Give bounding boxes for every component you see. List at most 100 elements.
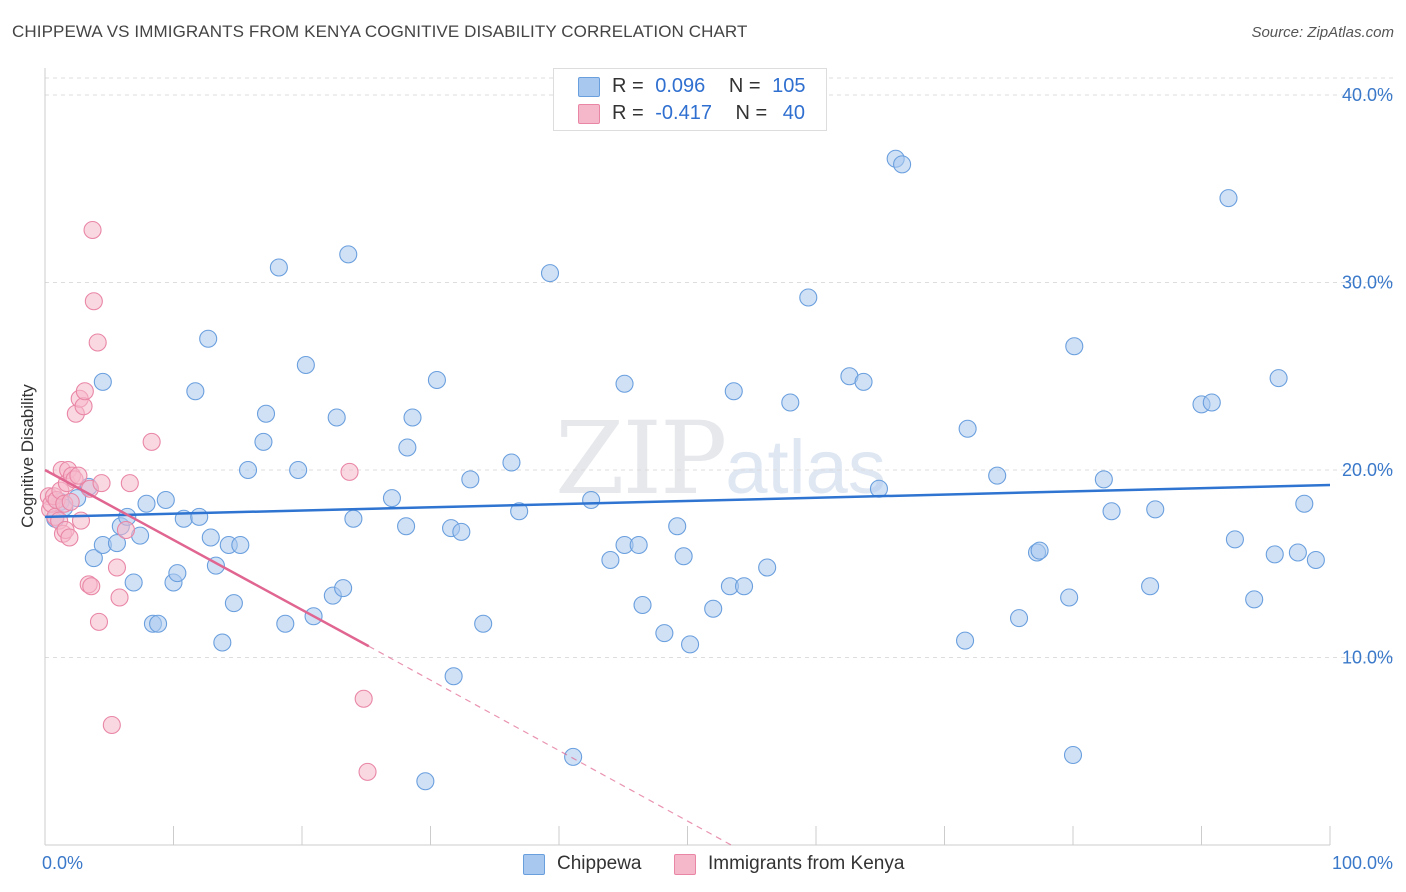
chippewa-point — [416, 772, 435, 791]
chippewa-point — [601, 550, 620, 570]
tick-labels: 10.0% 20.0% 30.0% 40.0% 0.0% 100.0% — [42, 85, 1393, 873]
chippewa-point — [1245, 590, 1264, 609]
chippewa-point — [84, 549, 103, 568]
y-tick-label: 40.0% — [1342, 85, 1393, 105]
chippewa-point — [1219, 189, 1238, 208]
n-value: 40 — [782, 102, 806, 124]
r-value: -0.417 — [655, 102, 712, 124]
chippewa-point — [190, 507, 209, 526]
chippewa-point — [238, 460, 258, 480]
chippewa-point — [199, 329, 218, 348]
kenya-point — [340, 462, 359, 481]
kenya-point — [107, 558, 127, 577]
kenya-point — [116, 520, 136, 540]
kenya-point — [60, 528, 79, 547]
kenya-point — [75, 382, 94, 401]
chippewa-point — [334, 579, 353, 598]
y-tick-label: 10.0% — [1342, 648, 1393, 668]
kenya-point — [120, 474, 139, 493]
chippewa-point — [254, 432, 273, 451]
chippewa-point — [149, 614, 168, 633]
chippewa-point — [339, 245, 358, 264]
chippewa-point — [668, 517, 687, 536]
chippewa-point — [674, 547, 693, 566]
kenya-trend-line — [44, 468, 370, 648]
chippewa-point — [869, 479, 889, 498]
chippewa-point — [615, 374, 634, 393]
chippewa-point — [1009, 609, 1029, 628]
chippewa-point — [427, 370, 446, 390]
chippewa-point — [799, 288, 818, 307]
source-credit: Source: ZipAtlas.com — [1251, 24, 1394, 41]
kenya-point — [142, 432, 161, 451]
kenya-point — [82, 577, 101, 596]
axes — [44, 68, 1331, 846]
kenya-trend-extension — [368, 645, 732, 846]
chippewa-point — [781, 393, 800, 412]
chippewa-point — [758, 558, 777, 577]
kenya-point — [69, 466, 88, 485]
grid-lines — [45, 77, 1395, 658]
kenya-point — [354, 689, 373, 708]
legend-label-chippewa: Chippewa — [557, 853, 642, 874]
chippewa-point — [107, 534, 127, 553]
chippewa-point — [958, 419, 977, 438]
chippewa-point — [1306, 550, 1325, 570]
chippewa-point — [276, 614, 295, 633]
chippewa-point — [201, 528, 220, 547]
chippewa-point — [681, 635, 700, 654]
chippewa-point — [1202, 393, 1221, 412]
chippewa-swatch — [578, 77, 600, 97]
chippewa-point — [502, 453, 521, 472]
n-label: N = — [735, 102, 768, 124]
chippewa-point — [956, 631, 975, 650]
y-tick-label: 20.0% — [1342, 460, 1393, 480]
chippewa-point — [382, 489, 402, 508]
chippewa-point — [1141, 577, 1160, 596]
n-value: 105 — [772, 75, 806, 97]
chippewa-point — [564, 747, 583, 766]
x-tick-label: 100.0% — [1332, 853, 1393, 873]
kenya-point — [92, 474, 111, 493]
kenya-point — [89, 612, 109, 631]
chippewa-point — [1265, 545, 1284, 564]
chippewa-point — [1030, 541, 1049, 560]
kenya-point — [88, 333, 107, 352]
kenya-point — [84, 292, 103, 311]
r-label: R = — [612, 75, 644, 97]
chippewa-point — [344, 509, 363, 528]
chippewa-point — [854, 372, 873, 391]
chippewa-point — [452, 522, 471, 541]
chippewa-point — [231, 535, 250, 555]
chippewa-point — [186, 382, 205, 401]
chippewa-point — [1060, 588, 1079, 607]
y-axis-label: Cognitive Disability — [18, 384, 37, 528]
chippewa-point — [256, 404, 276, 423]
chippewa-point — [397, 517, 416, 536]
kenya-point — [83, 220, 102, 240]
chippewa-point — [1146, 500, 1165, 519]
chippewa-point — [137, 494, 156, 513]
legend-label-kenya: Immigrants from Kenya — [708, 853, 905, 874]
chippewa-point — [1295, 494, 1314, 513]
chippewa-point — [269, 258, 288, 277]
kenya-point — [110, 588, 129, 607]
y-tick-label: 30.0% — [1342, 273, 1393, 293]
series-legend: Chippewa Immigrants from Kenya — [0, 852, 1406, 878]
x-tick-label: 0.0% — [42, 853, 83, 873]
chippewa-point — [988, 466, 1007, 485]
kenya-point — [358, 762, 377, 781]
chippewa-point — [734, 577, 754, 596]
chippewa-points — [46, 149, 1325, 791]
chippewa-trend-line — [44, 483, 1331, 519]
chippewa-point — [1094, 470, 1113, 489]
chippewa-point — [893, 155, 912, 174]
r-label: R = — [612, 102, 644, 124]
chippewa-point — [1063, 745, 1083, 765]
n-label: N = — [728, 75, 761, 97]
chart-title: CHIPPEWA VS IMMIGRANTS FROM KENYA COGNIT… — [12, 22, 748, 41]
chippewa-point — [93, 372, 112, 391]
chippewa-point — [582, 490, 601, 510]
chippewa-point — [213, 633, 232, 652]
